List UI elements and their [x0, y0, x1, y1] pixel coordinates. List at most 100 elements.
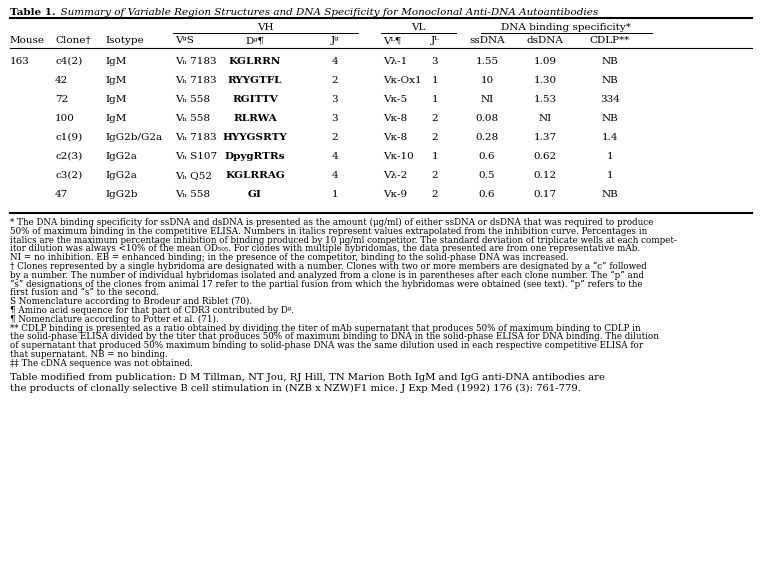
Text: RYYGTFL: RYYGTFL [228, 76, 282, 85]
Text: 1.55: 1.55 [475, 57, 498, 66]
Text: IgG2b: IgG2b [105, 190, 137, 199]
Text: 3: 3 [331, 114, 338, 123]
Text: 1.30: 1.30 [533, 76, 556, 85]
Text: Vₕ 558: Vₕ 558 [175, 190, 210, 199]
Text: Summary of Variable Region Structures and DNA Specificity for Monoclonal Anti-DN: Summary of Variable Region Structures an… [54, 8, 598, 17]
Text: 2: 2 [432, 133, 438, 142]
Text: c2(3): c2(3) [55, 152, 82, 161]
Text: Table modified from publication: D M Tillman, NT Jou, RJ Hill, TN Marion Both Ig: Table modified from publication: D M Til… [10, 373, 605, 382]
Text: 2: 2 [432, 171, 438, 180]
Text: NB: NB [602, 190, 619, 199]
Text: Vₕ 558: Vₕ 558 [175, 114, 210, 123]
Text: Vₕ S107: Vₕ S107 [175, 152, 217, 161]
Text: dsDNA: dsDNA [527, 36, 563, 45]
Text: “s” designations of the clones from animal 17 refer to the partial fusion from w: “s” designations of the clones from anim… [10, 280, 642, 289]
Text: Table 1.: Table 1. [10, 8, 56, 17]
Text: NI: NI [539, 114, 552, 123]
Text: IgM: IgM [105, 95, 126, 104]
Text: Vκ-5: Vκ-5 [383, 95, 407, 104]
Text: 1: 1 [607, 171, 613, 180]
Text: 0.17: 0.17 [533, 190, 556, 199]
Text: IgM: IgM [105, 57, 126, 66]
Text: † Clones represented by a single hybridoma are designated with a number. Clones : † Clones represented by a single hybrido… [10, 262, 647, 271]
Text: Vₕ 7183: Vₕ 7183 [175, 57, 216, 66]
Text: ¶ Nomenclature according to Potter et al. (71).: ¶ Nomenclature according to Potter et al… [10, 315, 219, 324]
Text: VH: VH [257, 23, 274, 32]
Text: 1.37: 1.37 [533, 133, 556, 142]
Text: c3(2): c3(2) [55, 171, 82, 180]
Text: IgM: IgM [105, 76, 126, 85]
Text: ‡‡ The cDNA sequence was not obtained.: ‡‡ The cDNA sequence was not obtained. [10, 359, 193, 368]
Text: Dᵍ¶: Dᵍ¶ [245, 36, 264, 45]
Text: 72: 72 [55, 95, 69, 104]
Text: NI: NI [480, 95, 494, 104]
Text: S Nomenclature according to Brodeur and Riblet (70).: S Nomenclature according to Brodeur and … [10, 297, 252, 306]
Text: 334: 334 [600, 95, 620, 104]
Text: NB: NB [602, 57, 619, 66]
Text: NB: NB [602, 76, 619, 85]
Text: 0.6: 0.6 [479, 152, 495, 161]
Text: 100: 100 [55, 114, 75, 123]
Text: italics are the maximum percentage inhibition of binding produced by 10 μg/ml co: italics are the maximum percentage inhib… [10, 236, 677, 245]
Text: 3: 3 [331, 95, 338, 104]
Text: 2: 2 [331, 133, 338, 142]
Text: 3: 3 [432, 57, 438, 66]
Text: Vₕ Q52: Vₕ Q52 [175, 171, 212, 180]
Text: 163: 163 [10, 57, 30, 66]
Text: 2: 2 [432, 190, 438, 199]
Text: ¶ Amino acid sequence for that part of CDR3 contributed by Dᵍ.: ¶ Amino acid sequence for that part of C… [10, 306, 294, 315]
Text: 10: 10 [480, 76, 494, 85]
Text: Vₕ 558: Vₕ 558 [175, 95, 210, 104]
Text: Clone†: Clone† [55, 36, 91, 45]
Text: Jᴸ: Jᴸ [431, 36, 440, 45]
Text: RGITTV: RGITTV [232, 95, 278, 104]
Text: GI: GI [248, 190, 262, 199]
Text: VL: VL [411, 23, 425, 32]
Text: DNA binding specificity*: DNA binding specificity* [501, 23, 631, 32]
Text: 1.53: 1.53 [533, 95, 556, 104]
Text: 0.6: 0.6 [479, 190, 495, 199]
Text: that supernatant. NB = no binding.: that supernatant. NB = no binding. [10, 350, 168, 359]
Text: CDLP**: CDLP** [590, 36, 630, 45]
Text: DpygRTRs: DpygRTRs [225, 152, 285, 161]
Text: 0.5: 0.5 [479, 171, 495, 180]
Text: 4: 4 [331, 152, 338, 161]
Text: c1(9): c1(9) [55, 133, 82, 142]
Text: by a number. The number of individual hybridomas isolated and analyzed from a cl: by a number. The number of individual hy… [10, 271, 644, 280]
Text: Vκ-8: Vκ-8 [383, 133, 407, 142]
Text: Mouse: Mouse [10, 36, 45, 45]
Text: IgG2a: IgG2a [105, 152, 137, 161]
Text: 1: 1 [331, 190, 338, 199]
Text: first fusion and “s” to the second.: first fusion and “s” to the second. [10, 288, 159, 297]
Text: IgG2b/G2a: IgG2b/G2a [105, 133, 162, 142]
Text: KGLRRN: KGLRRN [229, 57, 281, 66]
Text: Vλ-1: Vλ-1 [383, 57, 407, 66]
Text: 0.08: 0.08 [475, 114, 498, 123]
Text: Vκ-8: Vκ-8 [383, 114, 407, 123]
Text: NI = no inhibition. EB = enhanced binding; in the presence of the competitor, bi: NI = no inhibition. EB = enhanced bindin… [10, 253, 568, 262]
Text: Vλ-2: Vλ-2 [383, 171, 407, 180]
Text: Vκ-9: Vκ-9 [383, 190, 407, 199]
Text: 50% of maximum binding in the competitive ELISA. Numbers in italics represent va: 50% of maximum binding in the competitiv… [10, 227, 648, 236]
Text: Vₕ 7183: Vₕ 7183 [175, 133, 216, 142]
Text: 1: 1 [432, 152, 438, 161]
Text: 2: 2 [432, 114, 438, 123]
Text: Vᴸ¶: Vᴸ¶ [383, 36, 402, 45]
Text: RLRWA: RLRWA [233, 114, 277, 123]
Text: Vκ-10: Vκ-10 [383, 152, 414, 161]
Text: Jᵍ: Jᵍ [331, 36, 339, 45]
Text: of supernatant that produced 50% maximum binding to solid-phase DNA was the same: of supernatant that produced 50% maximum… [10, 341, 643, 350]
Text: 1.4: 1.4 [602, 133, 618, 142]
Text: 1.09: 1.09 [533, 57, 556, 66]
Text: 4: 4 [331, 57, 338, 66]
Text: 4: 4 [331, 171, 338, 180]
Text: IgG2a: IgG2a [105, 171, 137, 180]
Text: 42: 42 [55, 76, 69, 85]
Text: HYYGSRTY: HYYGSRTY [223, 133, 287, 142]
Text: Vₕ 7183: Vₕ 7183 [175, 76, 216, 85]
Text: ** CDLP binding is presented as a ratio obtained by dividing the titer of mAb su: ** CDLP binding is presented as a ratio … [10, 324, 641, 333]
Text: 1: 1 [432, 76, 438, 85]
Text: Isotype: Isotype [105, 36, 144, 45]
Text: KGLRRAG: KGLRRAG [225, 171, 285, 180]
Text: the products of clonally selective B cell stimulation in (NZB x NZW)F1 mice. J E: the products of clonally selective B cel… [10, 384, 581, 393]
